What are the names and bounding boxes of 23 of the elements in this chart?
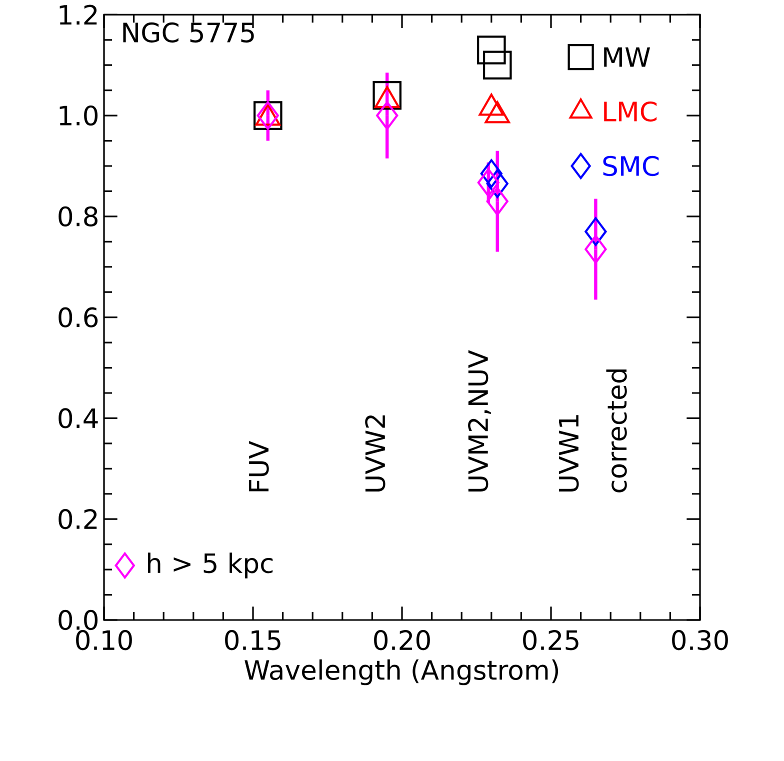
annotation: NGC 5775 xyxy=(123,22,254,42)
y-tick-label: 0.4 xyxy=(58,408,98,428)
x-tick-label: 0.30 xyxy=(672,630,728,650)
y-tick-label: 1.0 xyxy=(60,105,98,126)
y-tick-label: 0.2 xyxy=(58,508,97,530)
annotation: UVW1 xyxy=(558,415,579,492)
x-tick-label: 0.25 xyxy=(523,630,578,650)
legend-label: MW xyxy=(604,47,650,67)
legend-label: h > 5 kpc xyxy=(148,552,273,578)
legend-label: SMC xyxy=(603,156,659,176)
annotation: UVM2,NUV xyxy=(468,350,491,492)
annotation: corrected xyxy=(606,369,627,492)
x-tick-label: 0.20 xyxy=(374,630,430,650)
annotation: FUV xyxy=(249,440,269,492)
x-axis-title: Wavelength (Angstrom) xyxy=(244,659,558,686)
y-tick-label: 0.6 xyxy=(58,307,98,328)
y-tick-label: 0.8 xyxy=(58,206,98,226)
legend-label: LMC xyxy=(604,101,657,122)
y-tick-label: 0.0 xyxy=(58,610,98,630)
x-tick-label: 0.10 xyxy=(76,630,132,650)
x-tick-label: 0.15 xyxy=(225,630,280,650)
annotation: UVW2 xyxy=(365,415,386,492)
y-tick-label: 1.2 xyxy=(60,4,97,24)
